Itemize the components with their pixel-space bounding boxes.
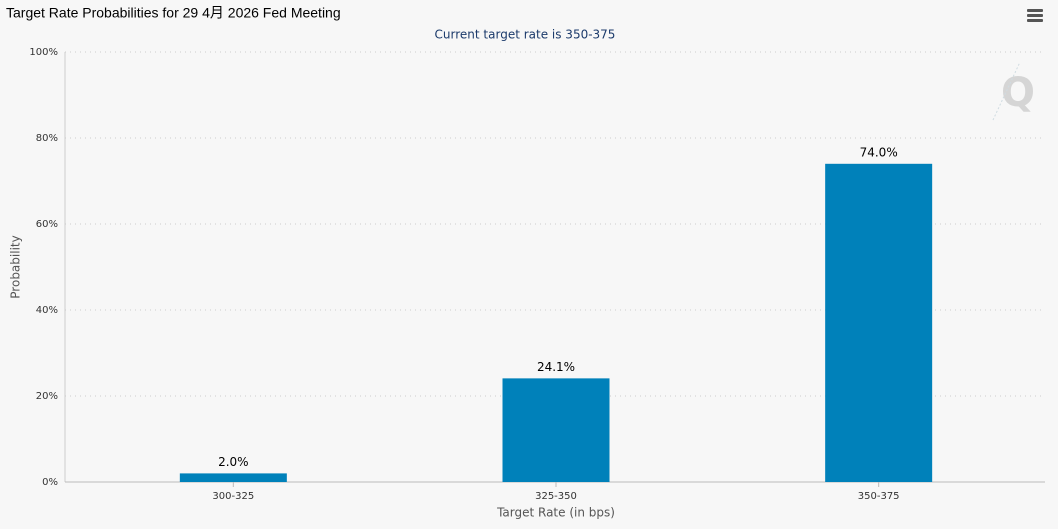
y-axis-label: Probability bbox=[9, 235, 23, 298]
watermark: Q bbox=[992, 61, 1035, 121]
x-tick-label: 325-350 bbox=[535, 491, 577, 502]
chart-subtitle: Current target rate is 350-375 bbox=[435, 28, 616, 42]
menu-bar[interactable] bbox=[1027, 14, 1043, 17]
bar bbox=[825, 163, 933, 483]
y-tick-label: 20% bbox=[36, 391, 58, 402]
y-tick-label: 60% bbox=[36, 219, 58, 230]
bar bbox=[502, 378, 610, 482]
menu-bar[interactable] bbox=[1027, 19, 1043, 22]
y-tick-label: 40% bbox=[36, 305, 58, 316]
data-label: 2.0% bbox=[218, 455, 249, 469]
y-tick-label: 100% bbox=[29, 47, 58, 58]
menu-button[interactable] bbox=[1027, 9, 1043, 22]
watermark-stroke bbox=[992, 61, 1021, 121]
x-axis-label: Target Rate (in bps) bbox=[496, 506, 615, 520]
menu-bar[interactable] bbox=[1027, 9, 1043, 12]
x-tick-label: 300-325 bbox=[212, 491, 254, 502]
data-label: 74.0% bbox=[860, 145, 898, 159]
y-tick-label: 80% bbox=[36, 133, 58, 144]
y-tick-label: 0% bbox=[42, 477, 58, 488]
chart-title: Target Rate Probabilities for 29 4月 2026… bbox=[6, 5, 341, 21]
watermark-q: Q bbox=[1001, 70, 1035, 116]
x-tick-label: 350-375 bbox=[858, 491, 900, 502]
data-label: 24.1% bbox=[537, 360, 575, 374]
bar bbox=[179, 473, 287, 482]
